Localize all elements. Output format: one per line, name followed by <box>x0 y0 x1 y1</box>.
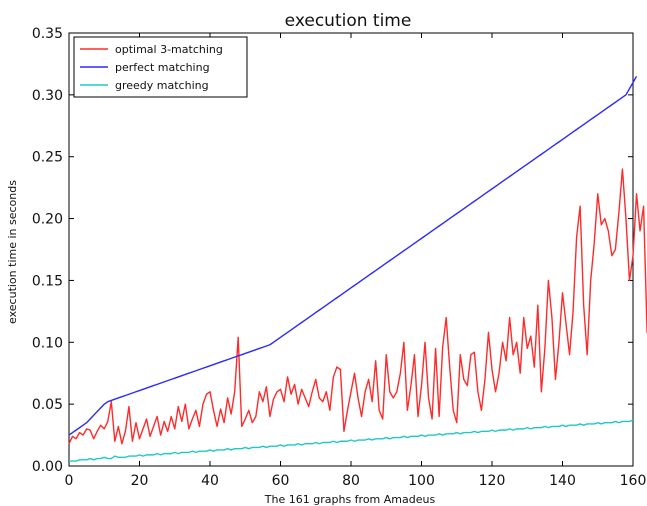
y-axis-ticks: 0.00 0.05 0.10 0.15 0.20 0.25 0.30 0.35 <box>32 26 633 475</box>
y-tick-label: 0.35 <box>32 26 63 42</box>
legend-label: greedy matching <box>115 79 209 92</box>
y-tick-label: 0.25 <box>32 150 63 166</box>
x-axis-label: The 161 graphs from Amadeus <box>264 493 436 506</box>
series-line-3 <box>69 419 634 462</box>
y-tick-label: 0.05 <box>32 397 63 413</box>
x-tick-label: 60 <box>272 473 290 489</box>
x-tick-label: 140 <box>549 473 576 489</box>
series-lines <box>68 75 647 462</box>
x-tick-label: 100 <box>408 473 435 489</box>
series-line-1 <box>68 168 647 445</box>
y-tick-label: 0.20 <box>32 212 63 228</box>
x-tick-label: 120 <box>479 473 506 489</box>
y-axis-label: execution time in seconds <box>6 180 19 324</box>
plot-frame <box>68 32 634 467</box>
x-tick-label: 160 <box>620 473 647 489</box>
y-tick-label: 0.30 <box>32 88 63 104</box>
x-tick-label: 0 <box>65 473 74 489</box>
legend-label: optimal 3-matching <box>115 43 223 56</box>
x-axis-ticks: 0 20 40 60 80 100 120 140 160 <box>65 33 647 489</box>
series-line-2 <box>68 75 638 436</box>
x-tick-label: 20 <box>131 473 149 489</box>
x-tick-label: 80 <box>342 473 360 489</box>
y-tick-label: 0.15 <box>32 273 63 289</box>
plot-area-border <box>68 32 634 467</box>
chart-title: execution time <box>285 11 412 31</box>
y-tick-label: 0.10 <box>32 335 63 351</box>
x-tick-label: 40 <box>201 473 219 489</box>
legend-label: perfect matching <box>115 61 210 74</box>
y-tick-label: 0.00 <box>32 459 63 475</box>
legend: optimal 3-matching perfect matching greedy… <box>73 36 248 98</box>
